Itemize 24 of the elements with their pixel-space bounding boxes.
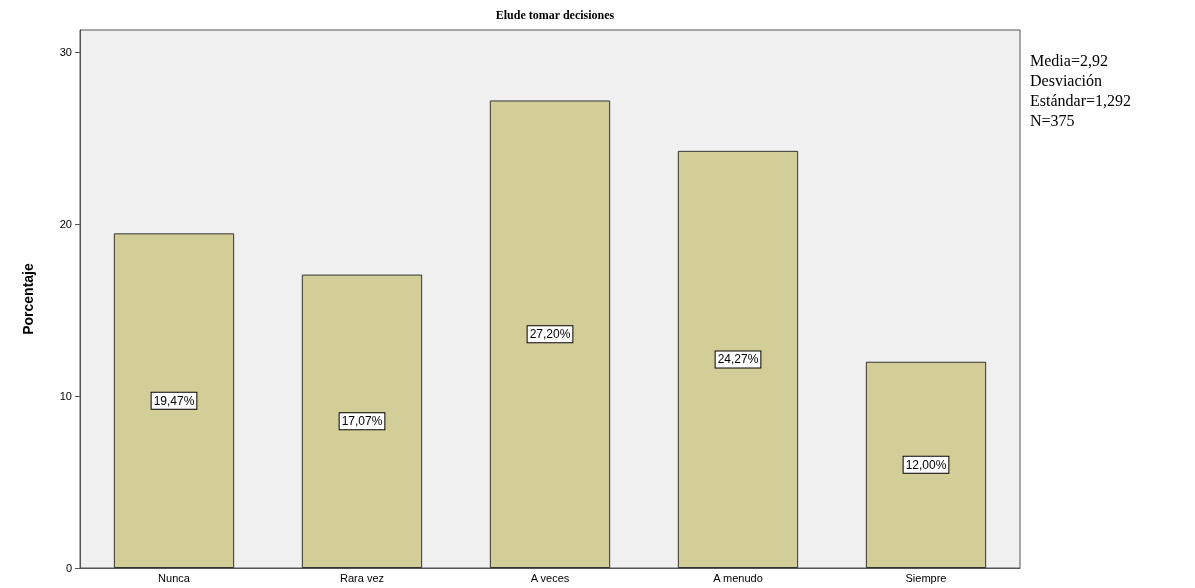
y-tick-label: 30 [59,46,72,59]
y-axis-title: Porcentaje [20,263,36,335]
x-tick-label: Siempre [905,571,947,584]
data-label: 27,20% [529,327,571,342]
bar [301,274,423,568]
y-tick-label: 10 [59,390,72,403]
text: Desviación Estándar=1,292 [1030,71,1131,109]
data-label: 17,07% [341,414,383,429]
x-tick-label: A veces [530,571,570,584]
x-tick-label: Nunca [158,571,191,584]
text: N=375 [1030,111,1075,129]
bar [489,100,611,568]
y-tick-label: 0 [65,562,72,574]
x-tick-label: Rara vez [339,571,385,584]
x-tick-label: A menudo [713,571,763,584]
bar [113,233,235,568]
y-tick-label: 20 [59,218,72,231]
bar [677,150,799,568]
text: Media=2,92 [1030,51,1108,69]
bar [865,361,987,568]
data-label: 24,27% [717,352,759,367]
data-label: 12,00% [905,457,947,472]
data-label: 19,47% [153,393,195,408]
chart-title: Elude tomar decisiones [495,8,615,22]
